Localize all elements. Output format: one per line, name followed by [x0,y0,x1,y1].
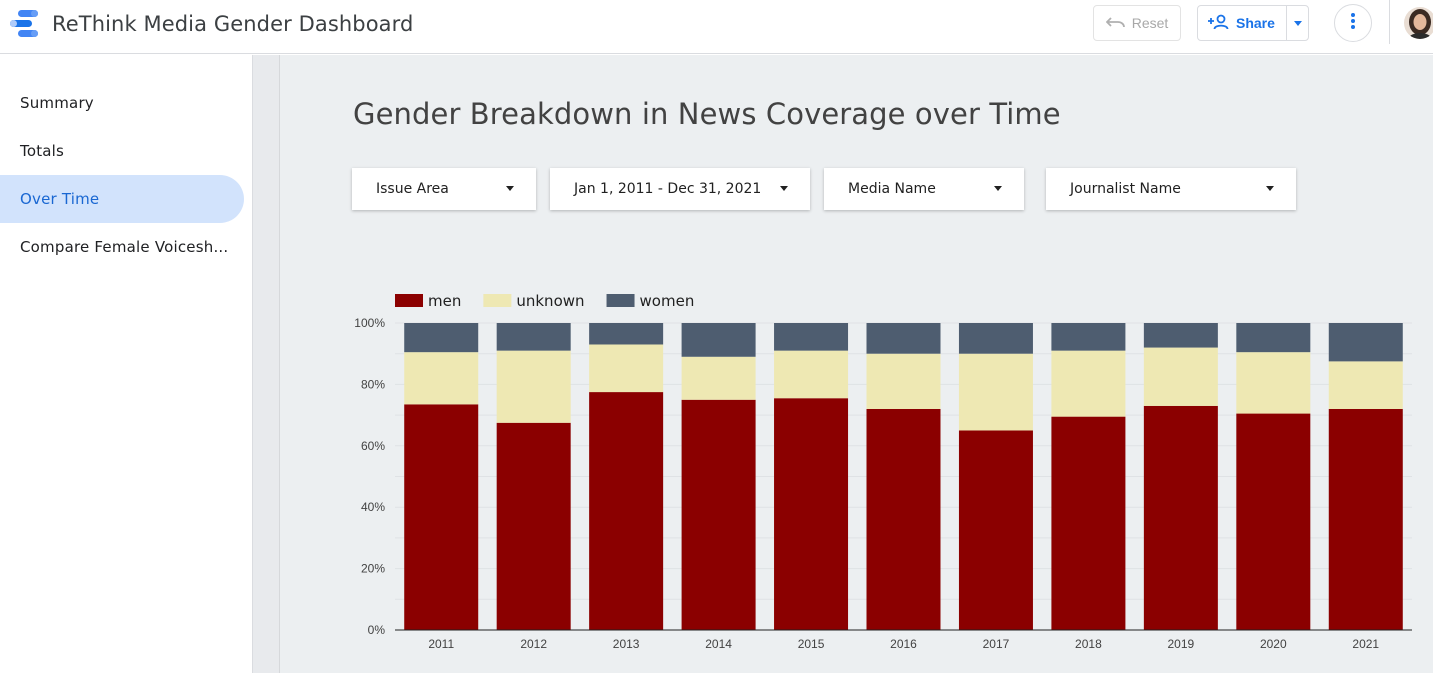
legend-label-men: men [428,292,461,310]
report-title: ReThink Media Gender Dashboard [52,12,414,36]
journalist-name-filter[interactable]: Journalist Name [1046,168,1296,210]
caret-down-icon [506,186,514,191]
filter-label: Jan 1, 2011 - Dec 31, 2021 [574,181,762,197]
share-options-dropdown[interactable] [1287,6,1308,40]
x-tick-label: 2011 [428,637,454,651]
user-avatar[interactable] [1404,7,1433,39]
bar-segment-unknown [1143,347,1218,406]
caret-down-icon [1293,20,1302,26]
date-range-filter[interactable]: Jan 1, 2011 - Dec 31, 2021 [550,168,810,210]
y-tick-label: 40% [361,500,385,514]
legend-label-women: women [640,292,695,310]
bar-segment-unknown [681,356,756,400]
bar-segment-women [1328,323,1403,362]
share-button[interactable]: Share [1197,5,1309,41]
bar-segment-women [681,323,756,357]
legend-swatch-men [395,294,423,307]
more-options-button[interactable] [1334,4,1372,42]
nav-item-label: Totals [20,142,65,160]
bar-segment-men [681,399,756,630]
bar-segment-men [404,404,479,630]
bar-segment-men [774,398,849,630]
more-vert-icon [1351,12,1355,34]
x-tick-label: 2015 [798,637,825,651]
bar-segment-women [496,323,571,351]
bar-segment-women [1143,323,1218,348]
y-tick-label: 20% [361,562,385,576]
x-tick-label: 2016 [890,637,917,651]
nav-item-summary[interactable]: Summary [0,79,244,127]
caret-down-icon [780,186,788,191]
media-name-filter[interactable]: Media Name [824,168,1024,210]
nav-item-totals[interactable]: Totals [0,127,244,175]
legend-swatch-unknown [483,294,512,307]
stacked-bar-chart: 0% 20% 40% 60% 80% 100% 2011 2012 2013 2014 2015 20… [354,292,1412,651]
legend-label-unknown: unknown [516,292,584,310]
nav-item-over-time[interactable]: Over Time [0,175,244,223]
x-tick-label: 2020 [1260,637,1287,651]
bar-segment-unknown [1328,361,1403,409]
x-tick-label: 2013 [613,637,640,651]
bar-segment-unknown [774,350,849,399]
bar-segment-women [958,323,1033,354]
reset-button[interactable]: Reset [1093,5,1181,41]
bar-segment-men [1328,408,1403,630]
y-tick-label: 80% [361,377,385,391]
bar-segment-men [589,392,664,630]
bar-segment-women [1051,323,1126,351]
caret-down-icon [1266,186,1274,191]
nav-item-compare-female-voiceshare[interactable]: Compare Female Voicesh... [0,223,244,271]
x-tick-label: 2017 [983,637,1010,651]
nav-item-label: Summary [20,94,94,112]
undo-icon [1105,15,1126,31]
share-label: Share [1236,15,1275,31]
legend-swatch-women [606,294,635,307]
data-studio-logo-icon[interactable] [10,10,40,38]
bar-segment-men [496,422,571,630]
filter-label: Issue Area [376,181,449,197]
page-navigation: Summary Totals Over Time Compare Female … [0,55,253,673]
bar-segment-men [1236,413,1311,630]
y-tick-label: 60% [361,439,385,453]
filter-label: Media Name [848,181,936,197]
filter-label: Journalist Name [1070,181,1181,197]
x-tick-label: 2019 [1168,637,1195,651]
y-tick-label: 100% [354,316,385,330]
toolbar-divider [1389,0,1390,44]
top-bar: ReThink Media Gender Dashboard Reset Sha… [0,0,1433,54]
x-tick-label: 2021 [1352,637,1379,651]
add-person-icon [1208,14,1230,33]
bar-segment-women [1236,323,1311,353]
y-tick-label: 0% [368,623,386,637]
bar-segment-unknown [404,352,479,405]
issue-area-filter[interactable]: Issue Area [352,168,536,210]
bar-segment-men [1143,405,1218,630]
report-canvas: Gender Breakdown in News Coverage over T… [280,55,1433,673]
nav-item-label: Over Time [20,190,100,208]
bar-segment-unknown [496,350,571,423]
bar-segment-women [404,323,479,353]
bar-segment-unknown [958,353,1033,431]
bar-segment-men [1051,416,1126,630]
bar-segment-women [866,323,941,354]
reset-label: Reset [1131,15,1169,31]
x-tick-label: 2014 [705,637,732,651]
x-tick-label: 2012 [520,637,547,651]
bar-segment-women [774,323,849,351]
bar-segment-unknown [1051,350,1126,417]
x-tick-label: 2018 [1075,637,1102,651]
sidebar-gutter [253,55,280,673]
caret-down-icon [994,186,1002,191]
bar-segment-unknown [1236,352,1311,414]
bar-segment-men [866,408,941,630]
bar-segment-men [958,430,1033,630]
page-title: Gender Breakdown in News Coverage over T… [353,97,1061,131]
nav-item-label: Compare Female Voicesh... [20,238,229,256]
bar-segment-unknown [866,353,941,409]
bar-segment-women [589,323,664,345]
bar-segment-unknown [589,344,664,393]
